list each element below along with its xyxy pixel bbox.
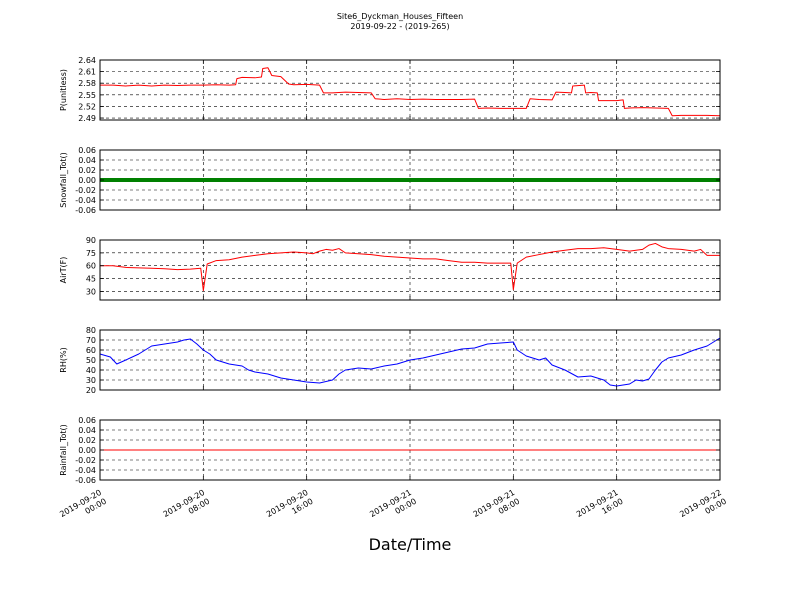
chart-title-line1: Site6_Dyckman_Houses_Fifteen [337,12,463,21]
y-tick-label: 60 [86,262,96,271]
y-tick-label: 0.00 [78,446,96,455]
x-tick-label: 2019-09-2116:00 [575,488,625,528]
y-tick-label: 0.06 [78,146,96,155]
y-tick-label: 2.52 [78,102,96,111]
y-tick-label: 0.02 [78,166,96,175]
y-axis-label-airtemp: AirT(F) [59,257,68,284]
panel-pressure: 2.64 2.61 2.58 2.55 2.52 2.49 P(unitless) [59,56,721,123]
series-line-pressure [100,67,721,117]
panel-snowfall: 0.060.040.020.00-0.02-0.04-0.06 Snowfall_… [59,146,721,215]
y-tick-label: 75 [86,249,96,258]
y-tick-label: 80 [86,326,96,335]
x-axis-ticks: 2019-09-2000:00 2019-09-2008:00 2019-09-20… [58,488,728,528]
y-tick-label: 2.61 [78,68,96,77]
chart-panels: 2.642.612.582.552.522.49P(unitless)0.060… [59,56,721,485]
y-axis-label-rainfall: Rainfall_Tot() [59,424,68,476]
series-line-rh [99,337,721,387]
y-tick-label: 40 [86,366,96,375]
y-tick-label: -0.02 [75,186,96,195]
y-axis-label-pressure: P(unitless) [59,69,68,111]
x-tick-label: 2019-09-2016:00 [265,488,315,528]
y-axis-label-snowfall: Snowfall_Tot() [59,152,68,208]
y-tick-label: 2.49 [78,114,96,123]
chart-title-line2: 2019-09-22 - (2019-265) [350,22,449,31]
y-tick-label: -0.06 [75,476,96,485]
series-line-airtemp [100,242,720,292]
y-tick-label: 45 [86,275,96,284]
y-tick-label: 2.58 [78,79,96,88]
y-tick-label: 30 [86,376,96,385]
x-tick-label: 2019-09-2000:00 [58,488,108,528]
y-tick-label: 2.55 [78,91,96,100]
y-tick-label: 60 [86,346,96,355]
x-axis-label: Date/Time [369,535,452,554]
y-axis-label-rh: RH(%) [59,347,68,372]
y-tick-label: 0.04 [78,156,96,165]
y-tick-label: -0.04 [75,196,96,205]
y-tick-label: 50 [86,356,96,365]
panel-airtemp: 90 75 60 45 30 AirT(F) [59,236,721,301]
y-tick-label: -0.02 [75,456,96,465]
y-tick-label: -0.04 [75,466,96,475]
y-tick-label: 90 [86,236,96,245]
y-tick-label: -0.06 [75,206,96,215]
y-tick-label: 2.64 [78,56,96,65]
y-tick-label: 0.00 [78,176,96,185]
x-tick-label: 2019-09-2008:00 [162,488,212,528]
y-tick-label: 0.02 [78,436,96,445]
y-tick-label: 20 [86,386,96,395]
y-tick-label: 0.04 [78,426,96,435]
y-tick-label: 30 [86,287,96,296]
y-tick-label: 0.06 [78,416,96,425]
panel-rainfall: 0.060.040.020.00-0.02-0.04-0.06 Rainfall_… [59,416,721,485]
x-tick-label: 2019-09-2100:00 [368,488,418,528]
x-tick-label: 2019-09-2108:00 [472,488,522,528]
x-tick-label: 2019-09-2200:00 [678,488,728,528]
y-tick-label: 70 [86,336,96,345]
